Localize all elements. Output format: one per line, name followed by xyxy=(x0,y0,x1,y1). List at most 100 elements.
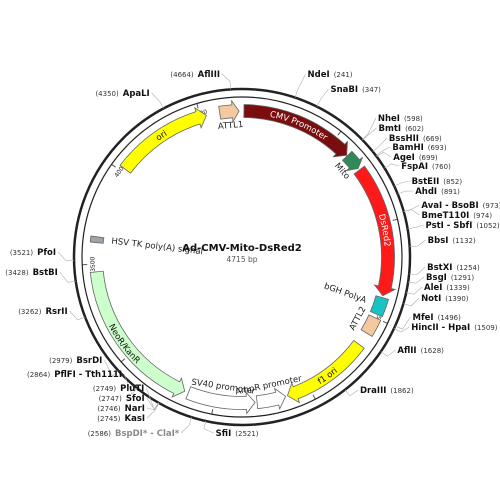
site-bstbi: BstBI (3428) xyxy=(5,268,58,278)
site-leader-line xyxy=(403,204,420,212)
site-bmet110i: BmeT110I (974) xyxy=(421,211,492,221)
plasmid-name: Ad-CMV-Mito-DsRed2 xyxy=(182,243,302,254)
site-fspai: FspAI (760) xyxy=(401,162,451,172)
site-name: NotI xyxy=(421,294,441,304)
site-leader-line xyxy=(394,180,410,187)
site-leader-line xyxy=(57,251,75,261)
site-name: SfiI xyxy=(216,429,232,439)
site-position: (2749) xyxy=(93,385,117,393)
site-position: (891) xyxy=(441,188,460,196)
site-bsrdi: BsrDI(2979) xyxy=(49,356,102,366)
site-leader-line xyxy=(372,137,388,152)
site-name: BssHII xyxy=(389,134,419,144)
site-leader-line xyxy=(69,310,86,321)
site-leader-line xyxy=(104,359,119,377)
site-agei: AgeI (699) xyxy=(393,153,438,163)
site-position: (1132) xyxy=(452,237,476,245)
site-name: RsrII xyxy=(45,307,67,317)
tick-mark xyxy=(312,394,316,400)
tick-mark xyxy=(382,320,388,324)
site-bstxi: BstXI (1254) xyxy=(427,263,480,273)
tick-label: 3500 xyxy=(89,256,97,272)
site-name: NdeI xyxy=(308,70,330,80)
site-leader-line xyxy=(376,151,392,158)
feature-bgh-polya xyxy=(369,295,389,318)
site-bsgi: BsgI (1291) xyxy=(426,273,474,283)
site-name: BsrDI xyxy=(76,356,102,366)
site-position: (1291) xyxy=(451,274,475,282)
site-name: ApaLI xyxy=(123,89,150,99)
site-bsshii: BssHII (669) xyxy=(389,134,442,144)
site-position: (699) xyxy=(419,154,438,162)
site-name: BsgI xyxy=(426,273,447,283)
site-position: (2586) xyxy=(88,430,112,438)
site-leader-line xyxy=(393,326,410,333)
site-leader-line xyxy=(375,146,391,156)
site-leader-line xyxy=(146,402,160,419)
site-leader-line xyxy=(151,92,164,109)
site-name: MfeI xyxy=(413,313,434,323)
site-nari: NarI (2746) xyxy=(97,404,145,414)
site-position: (1052) xyxy=(476,222,500,230)
site-leader-line xyxy=(395,316,411,330)
site-position: (347) xyxy=(362,86,381,94)
feature-f1-ori xyxy=(286,339,365,404)
site-leader-line xyxy=(409,239,426,247)
site-name: BstBI xyxy=(33,268,58,278)
site-name: AgeI xyxy=(393,153,415,163)
center-title: Ad-CMV-Mito-DsRed2 4715 bp xyxy=(182,243,302,264)
site-position: (1254) xyxy=(456,264,480,272)
site-hincii-hpai: HincII - HpaI (1509) xyxy=(411,323,498,333)
site-name: BspDI* - ClaI* xyxy=(115,429,180,439)
site-position: (598) xyxy=(404,115,423,123)
site-position: (2864) xyxy=(27,371,51,379)
tick-mark xyxy=(120,358,126,363)
site-position: (1496) xyxy=(438,314,462,322)
tick-mark xyxy=(392,218,398,221)
site-pfoi: PfoI(3521) xyxy=(10,248,56,258)
site-position: (669) xyxy=(423,135,442,143)
site-leader-line xyxy=(361,117,377,140)
feature-attl2 xyxy=(360,314,382,338)
site-leader-line xyxy=(409,266,426,275)
feature-ampr-promoter xyxy=(255,387,287,411)
site-position: (3428) xyxy=(5,269,29,277)
site-bamhi: BamHI (693) xyxy=(392,143,446,153)
site-bsteii: BstEII (852) xyxy=(412,177,463,187)
site-position: (3521) xyxy=(10,249,34,257)
site-position: (1862) xyxy=(390,387,414,395)
site-noti: NotI (1390) xyxy=(421,294,469,304)
site-leader-line xyxy=(203,420,214,434)
site-position: (1628) xyxy=(421,347,445,355)
site-position: (241) xyxy=(334,71,353,79)
site-name: FspAI xyxy=(401,162,428,172)
site-name: PluTI xyxy=(120,384,144,394)
site-draiii: DraIII (1862) xyxy=(360,386,414,396)
site-position: (602) xyxy=(405,125,424,133)
site-bmti: BmtI (602) xyxy=(379,124,425,134)
feature-ori xyxy=(119,106,207,174)
site-aflii: AflII (1628) xyxy=(397,346,444,356)
feature-sv40-promoter xyxy=(185,386,256,415)
site-position: (693) xyxy=(428,144,447,152)
site-position: (4350) xyxy=(95,90,119,98)
site-position: (760) xyxy=(432,163,451,171)
site-name: HincII - HpaI xyxy=(411,323,470,333)
site-sfii: SfiI (2521) xyxy=(216,429,259,439)
site-leader-line xyxy=(344,389,359,397)
site-ndei: NdeI (241) xyxy=(308,70,353,80)
plasmid-length: 4715 bp xyxy=(227,255,258,264)
site-leader-line xyxy=(408,276,425,284)
site-psti-sbfi: PstI - SbfI (1052) xyxy=(425,221,499,231)
site-bspdi-clai: BspDI* - ClaI*(2586) xyxy=(88,429,180,439)
site-position: (1339) xyxy=(446,284,470,292)
site-leader-line xyxy=(181,417,192,434)
site-leader-line xyxy=(59,271,76,283)
site-name: BbsI xyxy=(428,236,449,246)
site-name: BmeT110I xyxy=(421,211,469,221)
site-leader-line xyxy=(406,286,423,295)
site-afliii: AflIII (4664) xyxy=(170,70,220,80)
site-name: KasI xyxy=(125,414,146,424)
site-pflfi-tth111i: PflFI - Tth111I(2864) xyxy=(27,370,122,380)
